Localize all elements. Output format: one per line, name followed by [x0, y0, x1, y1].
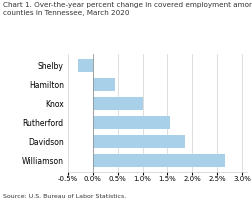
- Bar: [93, 116, 170, 129]
- Text: Source: U.S. Bureau of Labor Statistics.: Source: U.S. Bureau of Labor Statistics.: [3, 194, 126, 199]
- Bar: [93, 154, 225, 167]
- Bar: [93, 135, 185, 148]
- Text: Chart 1. Over-the-year percent change in covered employment among the largest
co: Chart 1. Over-the-year percent change in…: [3, 2, 252, 16]
- Bar: [93, 78, 115, 91]
- Bar: [93, 97, 143, 110]
- Bar: [78, 59, 93, 72]
